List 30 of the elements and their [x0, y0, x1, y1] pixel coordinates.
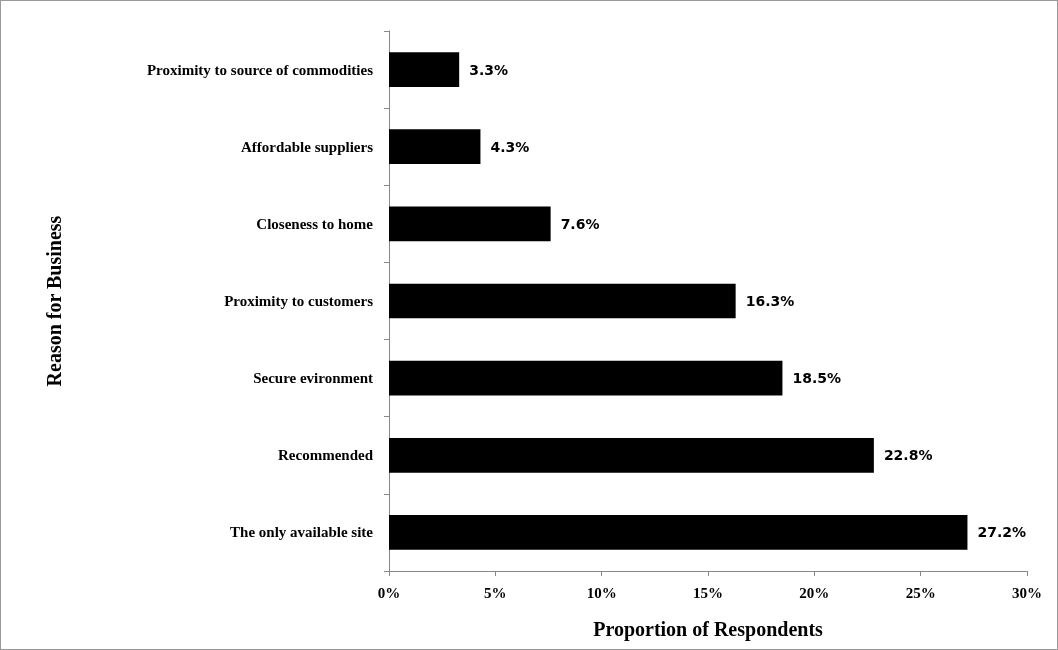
bar	[389, 437, 874, 473]
bar	[389, 360, 783, 396]
bar	[389, 206, 551, 242]
x-tick-label: 10%	[586, 584, 617, 601]
y-tick-label: Proximity to customers	[224, 293, 374, 309]
x-tick-label: 20%	[799, 584, 830, 601]
data-label: 22.8%	[883, 447, 933, 464]
bar	[389, 52, 460, 87]
bar	[389, 515, 968, 550]
data-label: 3.3%	[469, 61, 509, 78]
bar	[389, 283, 736, 319]
x-tick-label: 0%	[377, 584, 401, 601]
y-tick-label: Closeness to home	[256, 215, 374, 232]
x-tick-label: 30%	[1012, 584, 1042, 601]
y-axis-title: Reason for Business	[43, 215, 65, 387]
y-tick-label: Affordable suppliers	[240, 138, 374, 155]
y-tick-label: Proximity to source of commodities	[146, 61, 374, 78]
y-tick-label: The only available site	[230, 524, 374, 541]
x-tick-label: 5%	[484, 584, 507, 601]
data-label: 27.2%	[977, 524, 1027, 541]
x-axis-title: Proportion of Respondents	[593, 618, 824, 641]
data-label: 16.3%	[745, 293, 795, 309]
y-tick-label: Recommended	[278, 447, 374, 464]
x-tick-label: 25%	[905, 584, 936, 601]
data-label: 7.6%	[560, 215, 600, 232]
bar	[389, 129, 481, 165]
y-tick-label: Secure evironment	[253, 370, 373, 387]
data-label: 4.3%	[490, 138, 530, 155]
x-tick-label: 15%	[693, 584, 723, 601]
data-label: 18.5%	[792, 370, 842, 387]
